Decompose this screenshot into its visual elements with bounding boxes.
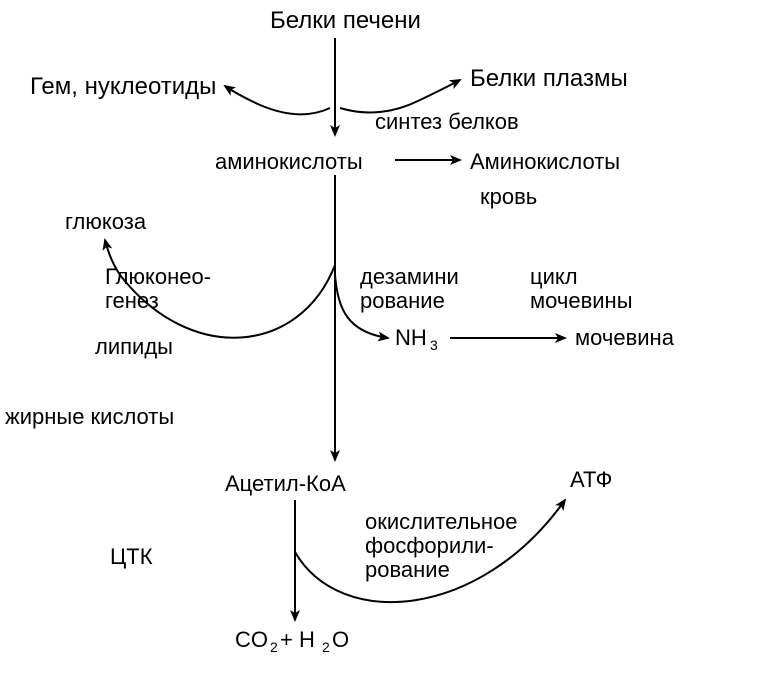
edge-to-plasma — [340, 80, 460, 113]
node-acetyl-coa: Ацетил-КоА — [225, 472, 346, 496]
node-co2: CO — [235, 628, 268, 652]
node-amino-acids-r: Аминокислоты — [470, 150, 620, 174]
node-ox-phos: окислительное фосфорили- рование — [365, 510, 518, 583]
node-plus-h: + H — [280, 628, 315, 652]
node-atp: АТФ — [570, 468, 612, 492]
node-deamination: дезамини рование — [360, 265, 459, 313]
diagram-canvas: Белки печени Гем, нуклеотиды Белки плазм… — [0, 0, 776, 680]
node-plasma-proteins: Белки плазмы — [470, 66, 628, 92]
node-glucose: глюкоза — [65, 210, 146, 234]
edge-to-heme — [225, 86, 330, 114]
node-urea-cycle: цикл мочевины — [530, 265, 633, 313]
node-nh3-sub: 3 — [430, 338, 438, 353]
node-fatty-acids: жирные кислоты — [5, 405, 174, 429]
node-h2o-sub: 2 — [322, 640, 330, 655]
node-heme-nucleotides: Гем, нуклеотиды — [30, 74, 216, 100]
node-amino-acids: аминокислоты — [215, 150, 363, 174]
node-tca: ЦТК — [110, 545, 153, 569]
node-gluconeogenesis: Глюконео- генез — [105, 265, 211, 313]
node-liver-proteins: Белки печени — [270, 8, 421, 34]
node-protein-synth: синтез белков — [375, 110, 519, 134]
node-blood: кровь — [480, 185, 537, 209]
node-lipids: липиды — [95, 335, 173, 359]
node-co2-sub: 2 — [270, 640, 278, 655]
node-h2o-o: O — [332, 628, 349, 652]
node-urea: мочевина — [575, 326, 674, 350]
node-nh3: NH — [395, 326, 427, 350]
